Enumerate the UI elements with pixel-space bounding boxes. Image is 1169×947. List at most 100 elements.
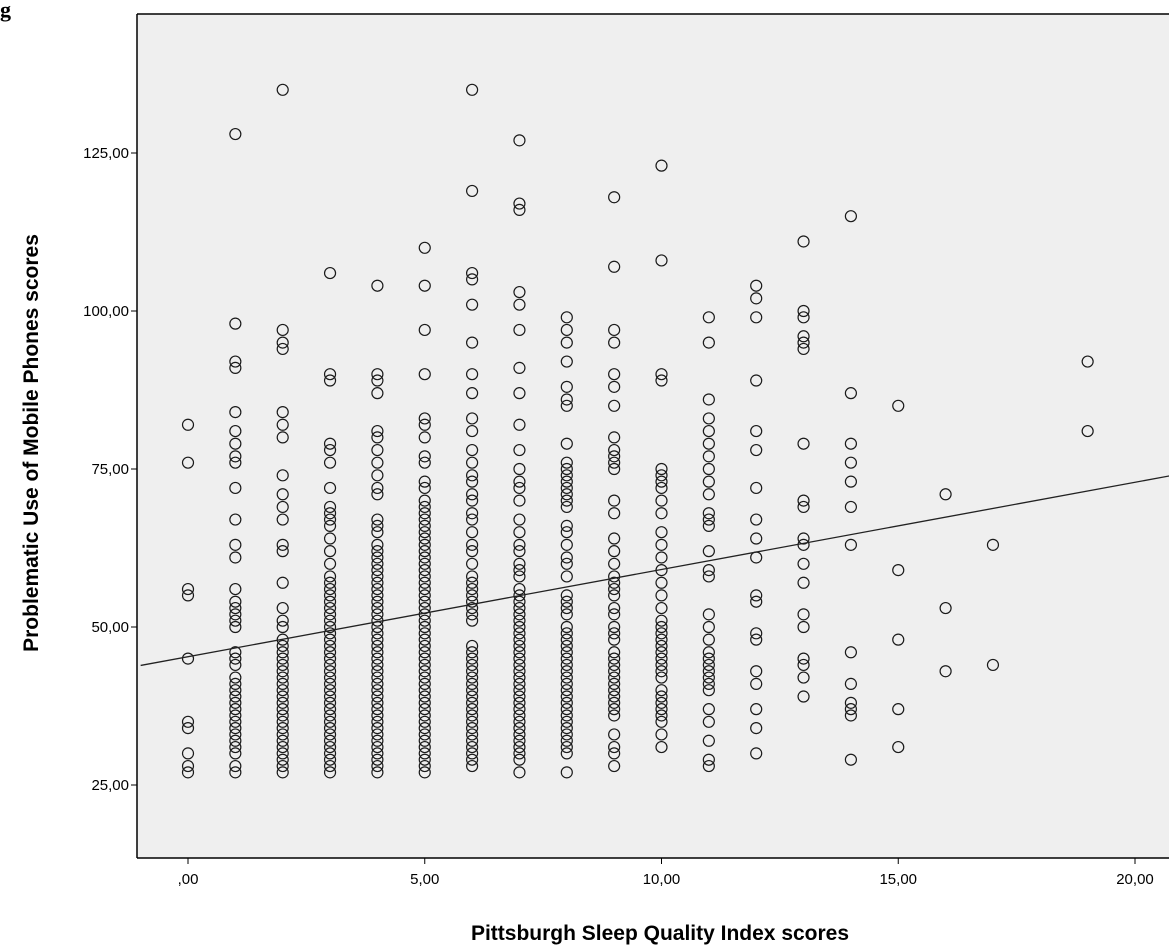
scatter-point xyxy=(371,608,384,621)
scatter-point xyxy=(276,728,289,741)
scatter-point xyxy=(323,437,337,450)
scatter-point xyxy=(655,633,668,646)
scatter-point xyxy=(466,722,479,735)
scatter-point xyxy=(229,538,242,551)
scatter-point xyxy=(418,759,431,773)
scatter-point xyxy=(371,595,384,608)
scatter-point xyxy=(513,627,526,640)
scatter-point xyxy=(702,393,715,406)
scatter-point xyxy=(513,545,526,558)
scatter-point xyxy=(750,589,763,602)
scatter-point xyxy=(466,608,479,621)
scatter-point xyxy=(323,557,337,570)
scatter-point xyxy=(371,601,384,615)
scatter-point xyxy=(418,703,431,716)
scatter-point xyxy=(371,570,384,583)
scatter-point xyxy=(986,538,1000,551)
scatter-point xyxy=(418,323,431,337)
scatter-point xyxy=(750,279,763,292)
scatter-point xyxy=(466,709,479,722)
scatter-point xyxy=(608,665,621,678)
scatter-point xyxy=(229,582,242,596)
scatter-point xyxy=(371,639,384,653)
scatter-point xyxy=(608,462,621,476)
scatter-point xyxy=(750,722,763,735)
scatter-point xyxy=(418,690,431,703)
scatter-point xyxy=(371,740,384,754)
scatter-point xyxy=(371,538,384,551)
scatter-point xyxy=(276,658,289,672)
scatter-point xyxy=(418,431,431,444)
scatter-point xyxy=(466,469,479,482)
scatter-point xyxy=(466,83,479,96)
scatter-point xyxy=(418,582,431,596)
scatter-point xyxy=(181,747,195,760)
scatter-point xyxy=(418,665,431,678)
scatter-point xyxy=(418,494,431,507)
scatter-point xyxy=(323,576,337,589)
scatter-point xyxy=(560,570,573,583)
fit-line-group xyxy=(140,475,1169,667)
scatter-point xyxy=(323,608,337,621)
scatter-point xyxy=(418,766,431,779)
scatter-point xyxy=(560,323,573,337)
scatter-point xyxy=(418,450,431,463)
scatter-point xyxy=(655,740,668,754)
scatter-point xyxy=(608,191,621,204)
scatter-point xyxy=(466,728,479,741)
scatter-point xyxy=(608,690,621,703)
scatter-point xyxy=(418,639,431,653)
scatter-point xyxy=(276,715,289,728)
scatter-point xyxy=(560,690,573,703)
scatter-point xyxy=(466,443,479,457)
scatter-point xyxy=(371,652,384,665)
scatter-point xyxy=(513,538,526,551)
scatter-point xyxy=(418,709,431,722)
scatter-point xyxy=(655,507,668,520)
scatter-point xyxy=(418,519,431,532)
scatter-point xyxy=(750,595,763,608)
scatter-point xyxy=(702,564,715,577)
scatter-point xyxy=(939,601,952,615)
scatter-point xyxy=(655,538,668,551)
scatter-point xyxy=(797,500,810,514)
scatter-point xyxy=(371,646,384,659)
scatter-point xyxy=(513,690,526,703)
scatter-point xyxy=(276,740,289,754)
scatter-point xyxy=(466,753,479,766)
scatter-point xyxy=(229,652,242,665)
regression-line xyxy=(140,475,1169,667)
scatter-point xyxy=(466,684,479,697)
scatter-point xyxy=(418,722,431,735)
scatter-point xyxy=(702,519,715,532)
scatter-point xyxy=(418,696,431,709)
scatter-point xyxy=(418,576,431,589)
scatter-point xyxy=(702,665,715,678)
scatter-point xyxy=(750,703,763,716)
scatter-point xyxy=(371,526,384,539)
scatter-point xyxy=(418,652,431,665)
scatter-point xyxy=(560,526,573,539)
x-tick-label: ,00 xyxy=(178,871,199,888)
scatter-point xyxy=(655,526,668,539)
scatter-point xyxy=(513,570,526,583)
scatter-point xyxy=(181,418,195,431)
scatter-point xyxy=(797,658,810,672)
scatter-point xyxy=(418,456,431,469)
scatter-point xyxy=(513,557,526,570)
scatter-point xyxy=(608,658,621,672)
scatter-point xyxy=(702,646,715,659)
scatter-point xyxy=(276,601,289,615)
scatter-point xyxy=(655,728,668,741)
scatter-point xyxy=(608,684,621,697)
scatter-point xyxy=(560,620,573,634)
scatter-point xyxy=(323,532,337,545)
scatter-point xyxy=(702,570,715,583)
scatter-point xyxy=(371,658,384,672)
scatter-point xyxy=(466,494,479,507)
scatter-point xyxy=(418,418,431,431)
scatter-point xyxy=(750,665,763,678)
scatter-point xyxy=(229,437,242,450)
scatter-point xyxy=(466,526,479,539)
scatter-point xyxy=(229,684,242,697)
